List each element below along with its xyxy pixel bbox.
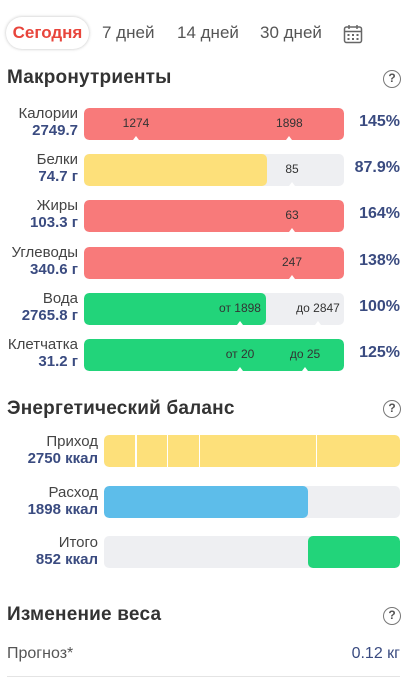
macro-bar-fill bbox=[84, 200, 344, 232]
macro-bar: 85 bbox=[84, 154, 344, 186]
target-tick bbox=[237, 321, 243, 325]
energy-title: Энергетический баланс bbox=[7, 398, 235, 419]
macro-percent: 138% bbox=[359, 252, 400, 269]
macro-bar-fill bbox=[84, 339, 344, 371]
macro-value: 2749.7 bbox=[32, 122, 78, 139]
macro-bar-fill bbox=[84, 108, 344, 140]
segment-divider bbox=[166, 435, 169, 467]
tab-14-days[interactable]: 14 дней bbox=[177, 23, 239, 42]
target-tick bbox=[289, 182, 295, 186]
segment-divider bbox=[198, 435, 201, 467]
macro-percent: 100% bbox=[359, 298, 400, 315]
forecast-value: 0.12 кг bbox=[351, 645, 400, 662]
segment-divider bbox=[135, 435, 137, 467]
energy-bar bbox=[104, 536, 400, 568]
target-tick bbox=[315, 321, 321, 325]
macro-label: Углеводы bbox=[11, 244, 78, 261]
macro-row[interactable]: Белки 74.7 г 85 87.9% bbox=[0, 150, 411, 190]
target-marker-label: 1898 bbox=[276, 116, 303, 130]
energy-value: 852 ккал bbox=[35, 551, 98, 568]
macro-row[interactable]: Углеводы 340.6 г 247 138% bbox=[0, 243, 411, 283]
target-marker-label: до 2847 bbox=[296, 301, 340, 315]
macro-bar: от 20 до 25 bbox=[84, 339, 344, 371]
energy-value: 1898 ккал bbox=[27, 501, 98, 518]
segment-divider bbox=[315, 435, 318, 467]
target-marker-label: 1274 bbox=[122, 116, 150, 130]
tab-today[interactable]: Сегодня bbox=[6, 17, 89, 49]
target-marker-label: 85 bbox=[285, 162, 299, 176]
energy-row[interactable]: Итого 852 ккал bbox=[0, 533, 411, 577]
weight-title: Изменение веса bbox=[7, 604, 162, 625]
energy-label: Расход bbox=[48, 484, 98, 501]
target-tick bbox=[302, 367, 308, 371]
energy-label: Итого bbox=[58, 534, 98, 551]
macro-label: Жиры bbox=[36, 197, 78, 214]
target-tick bbox=[289, 275, 295, 279]
target-tick bbox=[286, 136, 293, 140]
macro-bar: 247 bbox=[84, 247, 344, 279]
macro-bar: 63 bbox=[84, 200, 344, 232]
macro-value: 31.2 г bbox=[38, 353, 78, 370]
target-marker-label: 63 bbox=[285, 208, 299, 222]
target-tick bbox=[289, 228, 295, 232]
macro-bar-fill bbox=[84, 247, 344, 279]
target-tick bbox=[237, 367, 243, 371]
energy-bar-fill bbox=[308, 536, 400, 568]
divider bbox=[7, 676, 400, 677]
tab-7-days[interactable]: 7 дней bbox=[102, 23, 155, 42]
macro-label: Вода bbox=[42, 290, 78, 307]
target-tick bbox=[133, 136, 139, 140]
energy-bar bbox=[104, 435, 400, 467]
macro-value: 74.7 г bbox=[38, 168, 78, 185]
energy-label: Приход bbox=[46, 433, 98, 450]
macro-percent: 125% bbox=[359, 344, 400, 361]
macro-percent: 164% bbox=[359, 205, 400, 222]
energy-row[interactable]: Расход 1898 ккал bbox=[0, 483, 411, 527]
macros-title: Макронутриенты bbox=[7, 67, 172, 88]
macro-bar: 1274 1898 bbox=[84, 108, 344, 140]
macro-bar: от 1898 до 2847 bbox=[84, 293, 344, 325]
macro-row[interactable]: Клетчатка 31.2 г от 20 до 25 125% bbox=[0, 335, 411, 375]
target-marker-label: от 20 bbox=[225, 347, 255, 361]
energy-bar bbox=[104, 486, 400, 518]
target-marker-label: до 25 bbox=[289, 347, 321, 361]
macro-percent: 145% bbox=[359, 113, 400, 130]
period-tabs: Сегодня 7 дней 14 дней 30 дней bbox=[6, 17, 411, 49]
macro-bar-fill bbox=[84, 154, 268, 186]
macro-percent: 87.9% bbox=[354, 159, 400, 176]
weight-help-icon[interactable]: ? bbox=[383, 607, 401, 625]
energy-bar-fill bbox=[104, 435, 400, 467]
energy-row[interactable]: Приход 2750 ккал bbox=[0, 432, 411, 476]
macro-row[interactable]: Калории 2749.7 1274 1898 145% bbox=[0, 104, 411, 144]
macro-label: Белки bbox=[36, 151, 78, 168]
macro-row[interactable]: Жиры 103.3 г 63 164% bbox=[0, 196, 411, 236]
calendar-icon[interactable] bbox=[343, 24, 363, 44]
target-marker-label: от 1898 bbox=[219, 301, 261, 315]
energy-value: 2750 ккал bbox=[27, 450, 98, 467]
macro-label: Калории bbox=[18, 105, 78, 122]
macro-label: Клетчатка bbox=[7, 336, 78, 353]
macro-value: 2765.8 г bbox=[21, 307, 78, 324]
tab-30-days[interactable]: 30 дней bbox=[260, 23, 322, 42]
macro-row[interactable]: Вода 2765.8 г от 1898 до 2847 100% bbox=[0, 289, 411, 329]
macro-bar-fill bbox=[84, 293, 266, 325]
macros-help-icon[interactable]: ? bbox=[383, 70, 401, 88]
macro-value: 340.6 г bbox=[30, 261, 78, 278]
energy-bar-fill bbox=[104, 486, 309, 518]
forecast-label: Прогноз* bbox=[7, 645, 74, 662]
macro-value: 103.3 г bbox=[30, 214, 78, 231]
target-marker-label: 247 bbox=[281, 255, 303, 269]
energy-help-icon[interactable]: ? bbox=[383, 400, 401, 418]
